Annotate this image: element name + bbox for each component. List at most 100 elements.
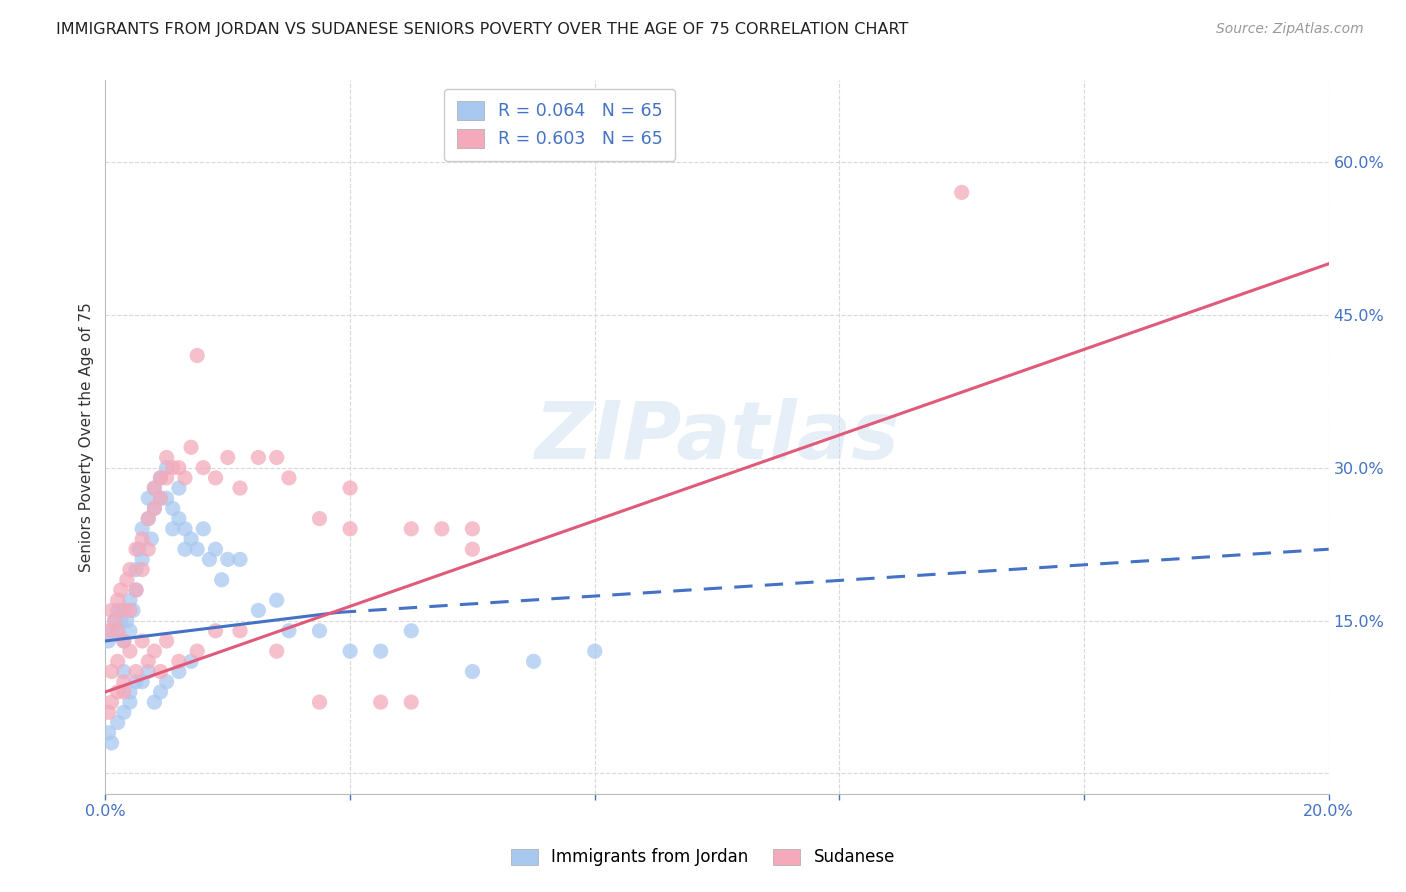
Point <box>107 685 129 699</box>
Point <box>107 624 129 638</box>
Point <box>107 624 129 638</box>
Point <box>278 624 301 638</box>
Point <box>118 644 141 658</box>
Point <box>143 695 166 709</box>
Point <box>167 481 190 495</box>
Point <box>118 563 141 577</box>
Point <box>100 624 122 638</box>
Point <box>180 532 202 546</box>
Point <box>198 552 221 566</box>
Point <box>131 552 153 566</box>
Point <box>523 654 546 668</box>
Point <box>131 532 153 546</box>
Point <box>104 614 127 628</box>
Point <box>143 501 166 516</box>
Point <box>115 614 138 628</box>
Point <box>211 573 233 587</box>
Point <box>401 695 423 709</box>
Point <box>193 522 215 536</box>
Point <box>107 715 129 730</box>
Point <box>118 695 141 709</box>
Point <box>370 695 392 709</box>
Point <box>122 603 145 617</box>
Point <box>204 624 226 638</box>
Point <box>266 450 288 465</box>
Point <box>143 481 166 495</box>
Point <box>143 481 166 495</box>
Point <box>583 644 606 658</box>
Point <box>149 471 172 485</box>
Point <box>430 522 453 536</box>
Legend: R = 0.064   N = 65, R = 0.603   N = 65: R = 0.064 N = 65, R = 0.603 N = 65 <box>444 89 675 161</box>
Point <box>110 582 132 597</box>
Point <box>155 634 177 648</box>
Text: IMMIGRANTS FROM JORDAN VS SUDANESE SENIORS POVERTY OVER THE AGE OF 75 CORRELATIO: IMMIGRANTS FROM JORDAN VS SUDANESE SENIO… <box>56 22 908 37</box>
Point <box>136 665 159 679</box>
Point <box>186 542 208 557</box>
Point <box>112 685 135 699</box>
Point <box>118 624 141 638</box>
Point <box>118 685 141 699</box>
Point <box>217 450 239 465</box>
Point <box>125 582 148 597</box>
Point <box>118 603 141 617</box>
Point <box>180 654 202 668</box>
Point <box>266 593 288 607</box>
Point <box>97 634 120 648</box>
Point <box>131 522 153 536</box>
Point <box>186 644 208 658</box>
Point <box>308 624 330 638</box>
Point <box>167 460 190 475</box>
Point <box>125 582 148 597</box>
Point <box>115 573 138 587</box>
Point <box>155 491 177 506</box>
Point <box>100 736 122 750</box>
Point <box>125 665 148 679</box>
Point <box>193 460 215 475</box>
Point <box>204 471 226 485</box>
Point <box>104 614 127 628</box>
Point <box>107 654 129 668</box>
Point <box>141 532 163 546</box>
Point <box>308 511 330 525</box>
Point <box>110 614 132 628</box>
Legend: Immigrants from Jordan, Sudanese: Immigrants from Jordan, Sudanese <box>503 840 903 875</box>
Point <box>131 563 153 577</box>
Point <box>370 644 392 658</box>
Point <box>125 563 148 577</box>
Point <box>155 471 177 485</box>
Point <box>162 460 184 475</box>
Point <box>125 542 148 557</box>
Point <box>149 665 172 679</box>
Point <box>247 450 270 465</box>
Point <box>308 695 330 709</box>
Point <box>136 511 159 525</box>
Point <box>229 624 252 638</box>
Point <box>180 440 202 454</box>
Point <box>118 593 141 607</box>
Point <box>97 624 120 638</box>
Point <box>143 644 166 658</box>
Point <box>162 501 184 516</box>
Point <box>229 481 252 495</box>
Point <box>136 511 159 525</box>
Point <box>167 511 190 525</box>
Point <box>112 706 135 720</box>
Point <box>143 501 166 516</box>
Point <box>155 450 177 465</box>
Point <box>100 695 122 709</box>
Point <box>950 186 973 200</box>
Point <box>229 552 252 566</box>
Point <box>217 552 239 566</box>
Point <box>162 522 184 536</box>
Point <box>155 674 177 689</box>
Point <box>155 460 177 475</box>
Point <box>204 542 226 557</box>
Point <box>461 665 484 679</box>
Point <box>128 542 150 557</box>
Point <box>461 542 484 557</box>
Point <box>100 603 122 617</box>
Point <box>131 674 153 689</box>
Point <box>97 706 120 720</box>
Y-axis label: Seniors Poverty Over the Age of 75: Seniors Poverty Over the Age of 75 <box>79 302 94 572</box>
